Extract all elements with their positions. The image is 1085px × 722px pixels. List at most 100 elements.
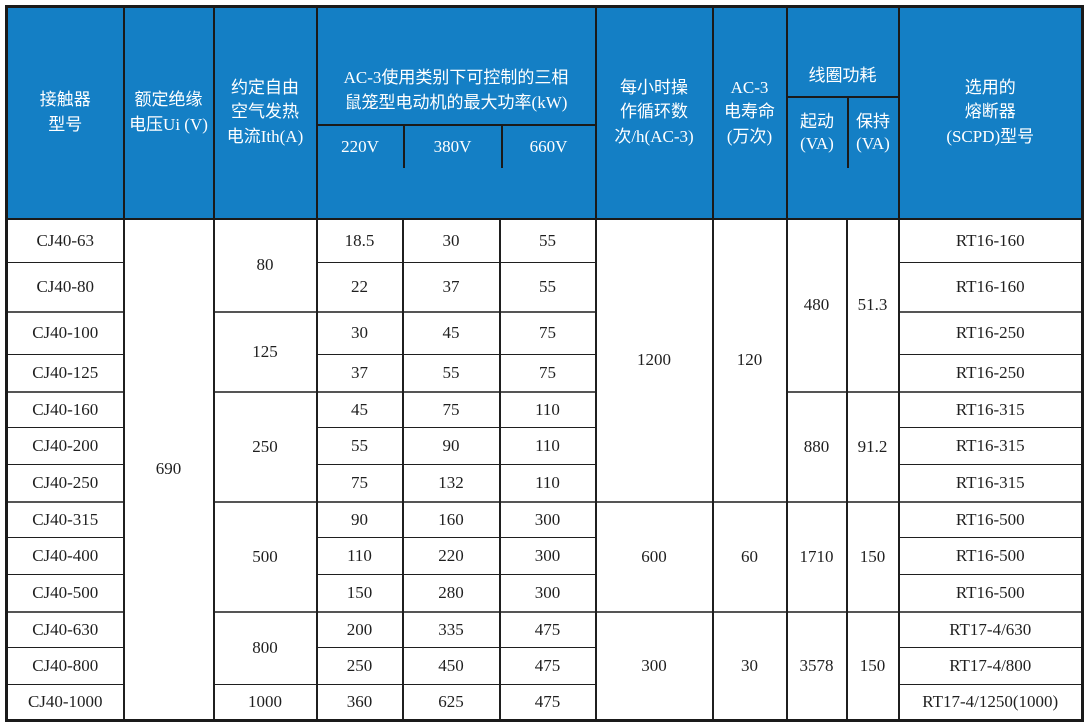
cell-power-380: 625	[401, 684, 501, 722]
col-header-ac3-max-power-group: AC-3使用类别下可控制的三相 鼠笼型电动机的最大功率(kW) 220V 380…	[315, 5, 597, 220]
cell-model: CJ40-1000	[5, 684, 125, 722]
cell-electrical-life: 30	[711, 610, 788, 722]
cell-thermal-current: 125	[212, 310, 318, 393]
cell-power-220: 18.5	[315, 218, 404, 264]
cell-power-380: 55	[401, 354, 501, 393]
cell-model: CJ40-500	[5, 574, 125, 613]
table-row: CJ40-160 250 45 75 110 880 91.2 RT16-315	[5, 390, 1084, 503]
cell-power-220: 150	[315, 574, 404, 613]
table-row: CJ40-100 125 30 45 75 RT16-250	[5, 310, 1084, 393]
cell-fuse: RT16-315	[897, 464, 1084, 503]
ac3-power-subheaders: 220V 380V 660V	[318, 126, 595, 169]
table-row: CJ40-125 37 55 75 RT16-250	[5, 354, 1084, 393]
cell-model: CJ40-200	[5, 427, 125, 466]
cell-power-220: 250	[315, 647, 404, 686]
cell-fuse: RT16-500	[897, 500, 1084, 539]
cell-power-220: 200	[315, 610, 404, 649]
cell-power-660: 75	[498, 354, 597, 393]
cell-power-660: 55	[498, 218, 597, 264]
cell-ops-per-hour: 600	[594, 500, 714, 613]
table-row: CJ40-63 690 80 18.5 30 55 1200 120 480 5…	[5, 218, 1084, 722]
cell-power-380: 280	[401, 574, 501, 613]
cell-power-660: 300	[498, 500, 597, 539]
cell-power-660: 475	[498, 684, 597, 722]
cell-power-220: 55	[315, 427, 404, 466]
col-header-coil-start-va: 起动 (VA)	[800, 112, 834, 154]
cell-coil-hold: 91.2	[845, 390, 900, 503]
cell-power-220: 110	[315, 537, 404, 576]
cell-fuse: RT16-250	[897, 310, 1084, 356]
cell-power-380: 37	[401, 262, 501, 313]
cell-power-660: 110	[498, 464, 597, 503]
cell-model: CJ40-63	[5, 218, 125, 264]
cell-power-380: 220	[401, 537, 501, 576]
cell-power-380: 450	[401, 647, 501, 686]
cell-power-220: 22	[315, 262, 404, 313]
cell-power-380: 30	[401, 218, 501, 264]
cell-thermal-current: 500	[212, 500, 318, 613]
table-row: CJ40-500 150 280 300 RT16-500	[5, 574, 1084, 613]
cell-power-220: 90	[315, 500, 404, 539]
cell-power-660: 300	[498, 574, 597, 613]
table-row: CJ40-80 22 37 55 RT16-160	[5, 262, 1084, 313]
contactor-spec-page: 接触器 型号 额定绝缘 电压Ui (V) 约定自由 空气发热 电流Ith(A) …	[5, 5, 1084, 722]
cell-thermal-current: 1000	[212, 684, 318, 722]
header-row: 接触器 型号 额定绝缘 电压Ui (V) 约定自由 空气发热 电流Ith(A) …	[5, 5, 1084, 220]
cell-power-660: 110	[498, 390, 597, 429]
col-header-thermal-current: 约定自由 空气发热 电流Ith(A)	[212, 5, 318, 220]
table-header: 接触器 型号 额定绝缘 电压Ui (V) 约定自由 空气发热 电流Ith(A) …	[5, 5, 1084, 220]
cell-model: CJ40-315	[5, 500, 125, 539]
cell-fuse: RT16-315	[897, 390, 1084, 429]
cell-rated-voltage: 690	[122, 218, 215, 722]
col-header-contactor-model: 接触器 型号	[5, 5, 125, 220]
cell-electrical-life: 120	[711, 218, 788, 503]
cell-ops-per-hour: 1200	[594, 218, 714, 503]
cell-thermal-current: 80	[212, 218, 318, 313]
cell-fuse: RT16-500	[897, 574, 1084, 613]
cell-fuse: RT16-160	[897, 218, 1084, 264]
cell-coil-start: 3578	[785, 610, 848, 722]
cell-model: CJ40-250	[5, 464, 125, 503]
cell-power-660: 75	[498, 310, 597, 356]
table-row: CJ40-200 55 90 110 RT16-315	[5, 427, 1084, 466]
table-row: CJ40-315 500 90 160 300 600 60 1710 150 …	[5, 500, 1084, 613]
coil-power-subheaders: 起动 (VA) 保持 (VA)	[788, 98, 898, 169]
cell-power-220: 30	[315, 310, 404, 356]
cell-fuse: RT17-4/630	[897, 610, 1084, 649]
table-body: CJ40-63 690 80 18.5 30 55 1200 120 480 5…	[5, 218, 1084, 722]
ac3-power-group-title: AC-3使用类别下可控制的三相 鼠笼型电动机的最大功率(kW)	[317, 57, 595, 127]
cell-ops-per-hour: 300	[594, 610, 714, 722]
col-header-fuse-type: 选用的 熔断器 (SCPD)型号	[897, 5, 1084, 220]
table-row: CJ40-250 75 132 110 RT16-315	[5, 464, 1084, 503]
cell-power-660: 475	[498, 610, 597, 649]
col-header-electrical-life: AC-3 电寿命 (万次)	[711, 5, 788, 220]
cell-model: CJ40-100	[5, 310, 125, 356]
cell-power-660: 475	[498, 647, 597, 686]
cell-thermal-current: 800	[212, 610, 318, 686]
coil-power-group: 线圈功耗 起动 (VA) 保持 (VA)	[787, 57, 898, 169]
cell-power-660: 300	[498, 537, 597, 576]
cell-coil-start: 1710	[785, 500, 848, 613]
col-header-coil-hold-va: 保持 (VA)	[846, 98, 898, 169]
cell-model: CJ40-160	[5, 390, 125, 429]
col-header-220v: 220V	[341, 137, 379, 157]
cell-coil-hold: 51.3	[845, 218, 900, 393]
cell-power-380: 90	[401, 427, 501, 466]
cell-power-660: 110	[498, 427, 597, 466]
cell-fuse: RT16-250	[897, 354, 1084, 393]
col-header-380v: 380V	[402, 126, 501, 169]
cell-power-380: 45	[401, 310, 501, 356]
cell-model: CJ40-80	[5, 262, 125, 313]
cell-power-380: 160	[401, 500, 501, 539]
cell-thermal-current: 250	[212, 390, 318, 503]
cell-power-220: 37	[315, 354, 404, 393]
cell-fuse: RT17-4/800	[897, 647, 1084, 686]
cell-fuse: RT17-4/1250(1000)	[897, 684, 1084, 722]
cell-coil-hold: 150	[845, 610, 900, 722]
cell-power-380: 335	[401, 610, 501, 649]
cell-model: CJ40-800	[5, 647, 125, 686]
cell-power-220: 360	[315, 684, 404, 722]
cell-model: CJ40-125	[5, 354, 125, 393]
cell-model: CJ40-400	[5, 537, 125, 576]
cell-power-660: 55	[498, 262, 597, 313]
